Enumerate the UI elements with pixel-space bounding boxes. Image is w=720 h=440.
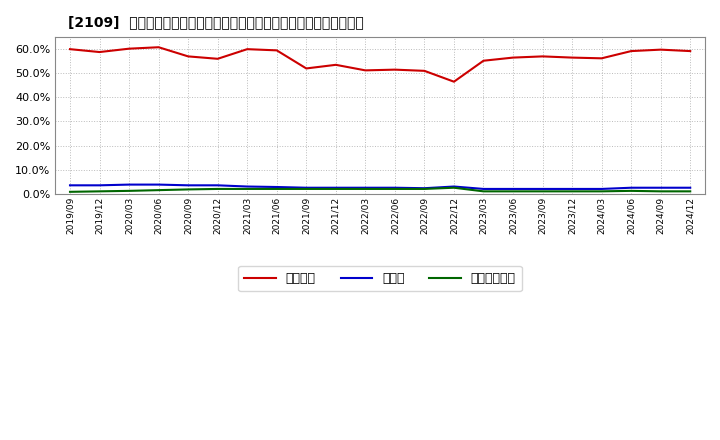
のれん [331, 185, 340, 191]
自己資本 [154, 44, 163, 50]
自己資本 [125, 46, 133, 51]
繰延税金資産 [390, 186, 399, 191]
繰延税金資産 [627, 188, 636, 194]
のれん [184, 183, 192, 188]
繰延税金資産 [657, 189, 665, 194]
自己資本 [95, 49, 104, 55]
のれん [420, 186, 428, 191]
のれん [361, 185, 369, 191]
自己資本 [568, 55, 577, 60]
のれん [449, 184, 458, 189]
のれん [568, 186, 577, 191]
自己資本 [331, 62, 340, 67]
繰延税金資産 [539, 189, 547, 194]
のれん [480, 186, 488, 191]
繰延税金資産 [449, 185, 458, 191]
自己資本 [361, 68, 369, 73]
のれん [539, 186, 547, 191]
自己資本 [539, 54, 547, 59]
Line: 自己資本: 自己資本 [70, 47, 690, 82]
Legend: 自己資本, のれん, 繰延税金資産: 自己資本, のれん, 繰延税金資産 [238, 266, 522, 291]
繰延税金資産 [184, 187, 192, 192]
繰延税金資産 [95, 189, 104, 194]
自己資本 [480, 58, 488, 63]
自己資本 [657, 47, 665, 52]
繰延税金資産 [213, 186, 222, 191]
自己資本 [627, 48, 636, 54]
のれん [657, 185, 665, 191]
自己資本 [686, 48, 695, 54]
繰延税金資産 [66, 189, 74, 194]
自己資本 [302, 66, 310, 71]
繰延税金資産 [331, 186, 340, 191]
Text: [2109]  自己資本、のれん、繰延税金資産の総資産に対する比率の推移: [2109] 自己資本、のれん、繰延税金資産の総資産に対する比率の推移 [68, 15, 364, 29]
のれん [627, 185, 636, 191]
自己資本 [509, 55, 518, 60]
自己資本 [184, 54, 192, 59]
自己資本 [598, 56, 606, 61]
繰延税金資産 [154, 187, 163, 193]
のれん [213, 183, 222, 188]
のれん [598, 186, 606, 191]
Line: のれん: のれん [70, 185, 690, 189]
繰延税金資産 [598, 189, 606, 194]
のれん [272, 184, 281, 190]
自己資本 [243, 47, 251, 52]
のれん [390, 185, 399, 191]
繰延税金資産 [125, 188, 133, 194]
繰延税金資産 [243, 186, 251, 191]
繰延税金資産 [420, 186, 428, 191]
繰延税金資産 [272, 186, 281, 191]
繰延税金資産 [509, 189, 518, 194]
自己資本 [272, 48, 281, 53]
繰延税金資産 [480, 189, 488, 194]
のれん [302, 185, 310, 191]
自己資本 [66, 47, 74, 52]
Line: 繰延税金資産: 繰延税金資産 [70, 188, 690, 192]
のれん [95, 183, 104, 188]
繰延税金資産 [568, 189, 577, 194]
自己資本 [213, 56, 222, 62]
自己資本 [420, 68, 428, 73]
のれん [66, 183, 74, 188]
のれん [509, 186, 518, 191]
繰延税金資産 [302, 186, 310, 191]
繰延税金資産 [361, 186, 369, 191]
繰延税金資産 [686, 189, 695, 194]
自己資本 [390, 67, 399, 72]
のれん [125, 182, 133, 187]
自己資本 [449, 79, 458, 84]
のれん [154, 182, 163, 187]
のれん [686, 185, 695, 191]
のれん [243, 184, 251, 189]
